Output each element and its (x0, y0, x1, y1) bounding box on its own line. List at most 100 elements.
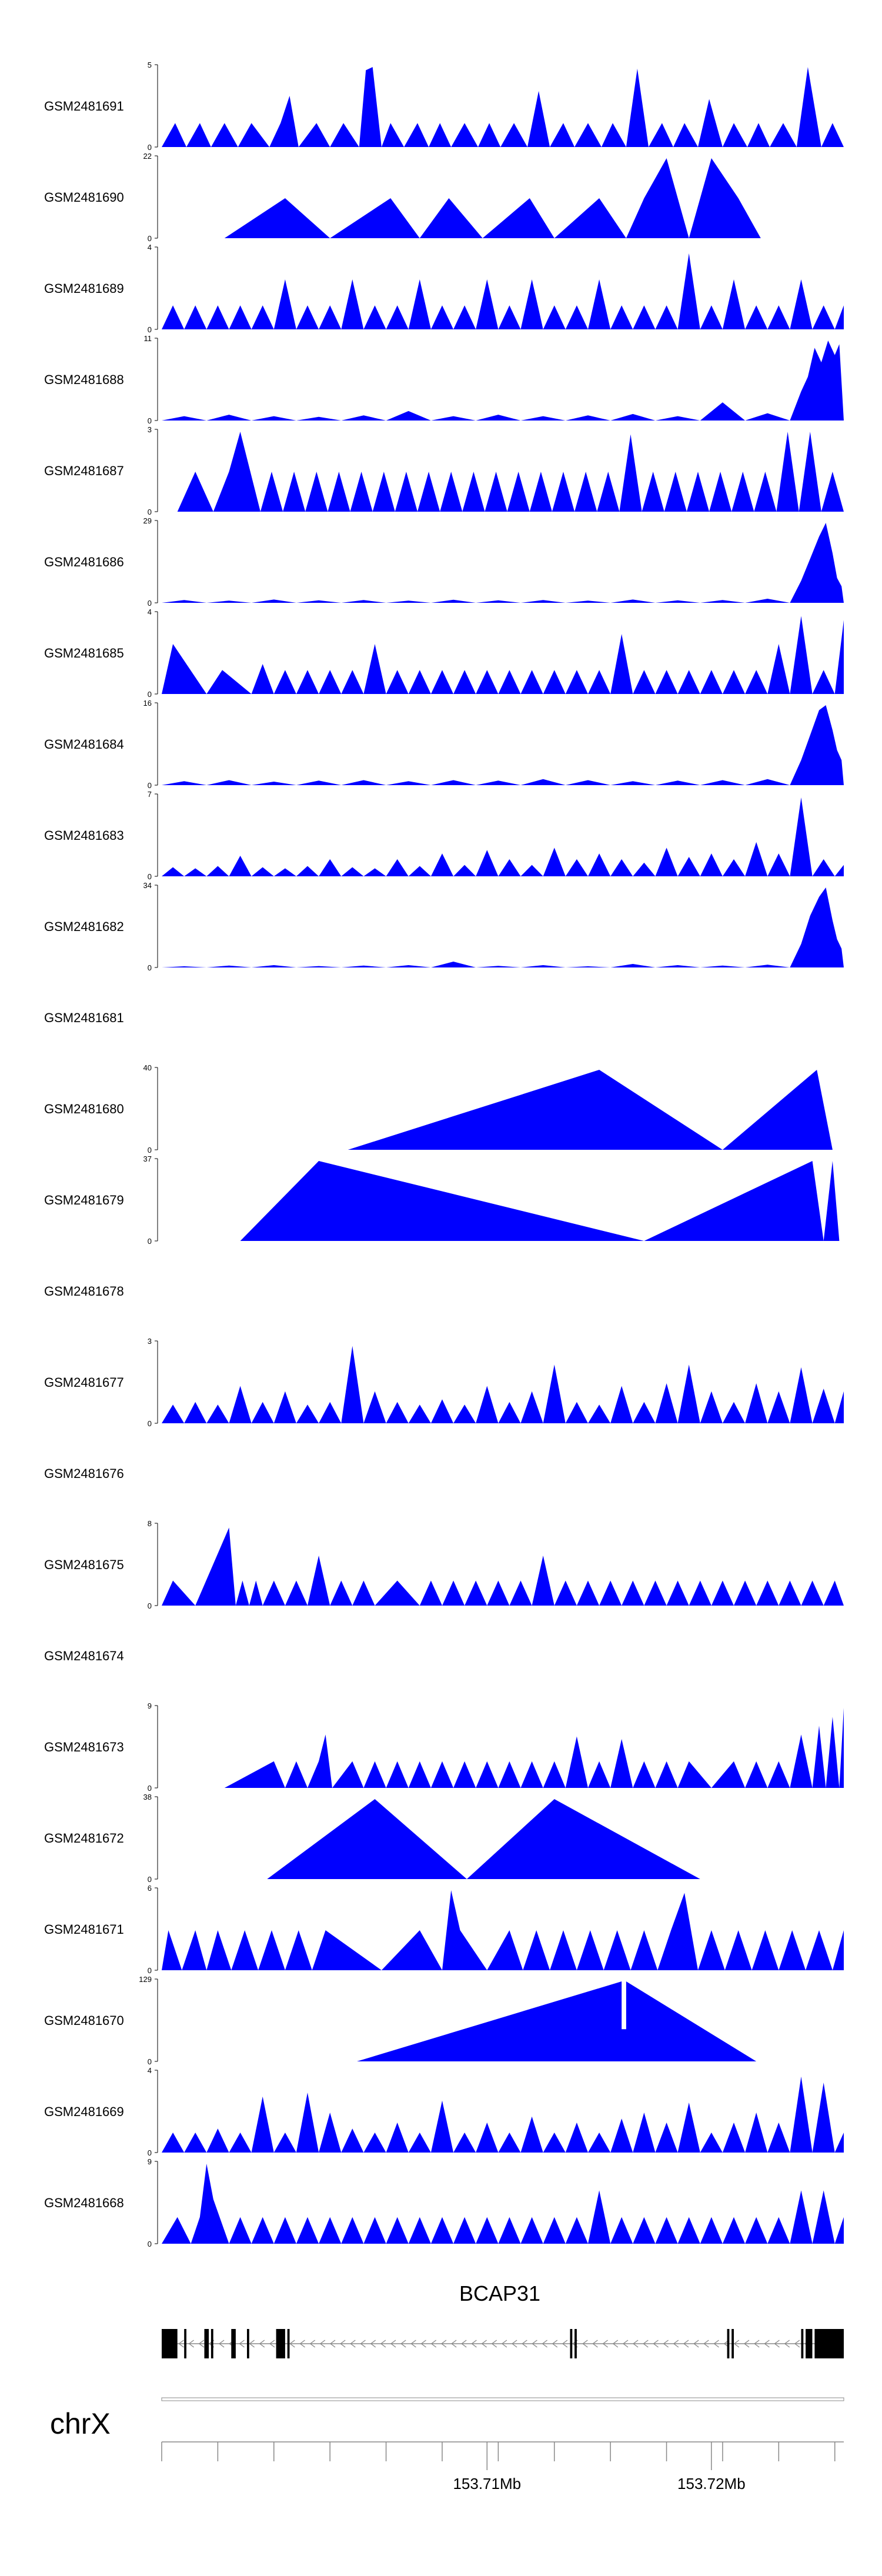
strand-arrow (522, 2340, 527, 2348)
y-axis-max-label: 8 (148, 1519, 152, 1528)
coverage-area-GSM2481688 (162, 341, 844, 421)
y-axis-zero-label: 0 (148, 1875, 152, 1884)
strand-arrow (562, 2340, 568, 2348)
y-axis-max-label: 7 (148, 790, 152, 799)
strand-arrow (713, 2340, 719, 2348)
track-label: GSM2481680 (44, 1102, 124, 1116)
exon-block (184, 2329, 186, 2358)
exon-block (727, 2329, 730, 2358)
exon-block (731, 2329, 734, 2358)
track-label: GSM2481690 (44, 190, 124, 205)
y-axis-max-label: 3 (148, 1337, 152, 1346)
strand-arrow (259, 2340, 265, 2348)
exon-block (204, 2329, 209, 2358)
y-axis-zero-label: 0 (148, 2057, 152, 2066)
strand-arrow (451, 2340, 457, 2348)
strand-arrow (340, 2340, 346, 2348)
track-label: GSM2481683 (44, 828, 124, 843)
chromosome-label: chrX (50, 2407, 111, 2440)
coverage-area-GSM2481684 (162, 705, 844, 785)
strand-arrow (592, 2340, 598, 2348)
track-label: GSM2481669 (44, 2104, 124, 2119)
y-axis-zero-label: 0 (148, 2240, 152, 2248)
strand-arrow (622, 2340, 629, 2348)
strand-arrow (430, 2340, 437, 2348)
strand-arrow (420, 2340, 426, 2348)
strand-arrow (329, 2340, 336, 2348)
y-axis-max-label: 34 (143, 881, 152, 890)
exon-block (276, 2329, 285, 2358)
strand-arrow (612, 2340, 619, 2348)
track-label: GSM2481671 (44, 1922, 124, 1937)
genome-axis-label: 153.71Mb (453, 2475, 521, 2492)
ideogram-bar (161, 2397, 844, 2401)
y-axis-zero-label: 0 (148, 143, 152, 152)
y-axis-max-label: 11 (144, 334, 152, 343)
strand-arrow (309, 2340, 316, 2348)
strand-arrow (198, 2340, 205, 2348)
strand-arrow (461, 2340, 467, 2348)
strand-arrow (491, 2340, 497, 2348)
coverage-area-GSM2481689 (162, 253, 844, 329)
exon-block (574, 2329, 577, 2358)
coverage-area-GSM2481679 (240, 1161, 840, 1241)
y-axis-zero-label: 0 (148, 963, 152, 972)
strand-arrow (633, 2340, 639, 2348)
y-axis-max-label: 37 (143, 1154, 152, 1163)
strand-arrow (380, 2340, 386, 2348)
coverage-area-GSM2481671 (162, 1890, 844, 1970)
track-label: GSM2481678 (44, 1284, 124, 1299)
exon-block (801, 2329, 804, 2358)
strand-arrow (360, 2340, 366, 2348)
y-axis-zero-label: 0 (148, 781, 152, 790)
strand-arrow (673, 2340, 679, 2348)
y-axis-zero-label: 0 (148, 690, 152, 699)
coverage-area-GSM2481675 (162, 1527, 844, 1606)
track-label: GSM2481668 (44, 2195, 124, 2210)
y-axis-zero-label: 0 (148, 325, 152, 334)
track-label: GSM2481677 (44, 1375, 124, 1390)
exon-block (247, 2329, 249, 2358)
coverage-area-GSM2481670 (357, 1981, 757, 2061)
strand-arrow (683, 2340, 689, 2348)
y-axis-zero-label: 0 (148, 872, 152, 881)
coverage-area-GSM2481668 (162, 2164, 844, 2244)
exon-block (162, 2329, 178, 2358)
strand-arrow (249, 2340, 255, 2348)
y-axis-max-label: 3 (148, 425, 152, 434)
y-axis-max-label: 4 (148, 2066, 152, 2075)
exon-block (806, 2329, 813, 2358)
strand-arrow (653, 2340, 659, 2348)
strand-arrow (269, 2340, 275, 2348)
strand-arrow (552, 2340, 558, 2348)
strand-arrow (784, 2340, 790, 2348)
track-label: GSM2481687 (44, 463, 124, 478)
strand-arrow (794, 2340, 800, 2348)
strand-arrow (188, 2340, 194, 2348)
coverage-area-GSM2481677 (162, 1346, 844, 1423)
strand-arrow (764, 2340, 770, 2348)
strand-arrow (703, 2340, 709, 2348)
track-label: GSM2481674 (44, 1649, 124, 1663)
strand-arrow (350, 2340, 356, 2348)
coverage-area-GSM2481680 (348, 1070, 833, 1150)
track-label: GSM2481686 (44, 555, 124, 569)
strand-arrow (532, 2340, 537, 2348)
strand-arrow (471, 2340, 477, 2348)
track-label: GSM2481682 (44, 919, 124, 934)
track-label: GSM2481676 (44, 1466, 124, 1481)
y-axis-zero-label: 0 (148, 1419, 152, 1428)
strand-arrow (299, 2340, 305, 2348)
exon-block (231, 2329, 236, 2358)
strand-arrow (542, 2340, 547, 2348)
strand-arrow (239, 2340, 245, 2348)
strand-arrow (219, 2340, 225, 2348)
strand-arrow (319, 2340, 326, 2348)
gene-name: BCAP31 (459, 2281, 540, 2305)
strand-arrow (178, 2340, 184, 2348)
track-label: GSM2481688 (44, 372, 124, 387)
y-axis-zero-label: 0 (148, 1237, 152, 1246)
y-axis-zero-label: 0 (148, 2148, 152, 2157)
exon-block (211, 2329, 213, 2358)
track-label: GSM2481689 (44, 281, 124, 296)
